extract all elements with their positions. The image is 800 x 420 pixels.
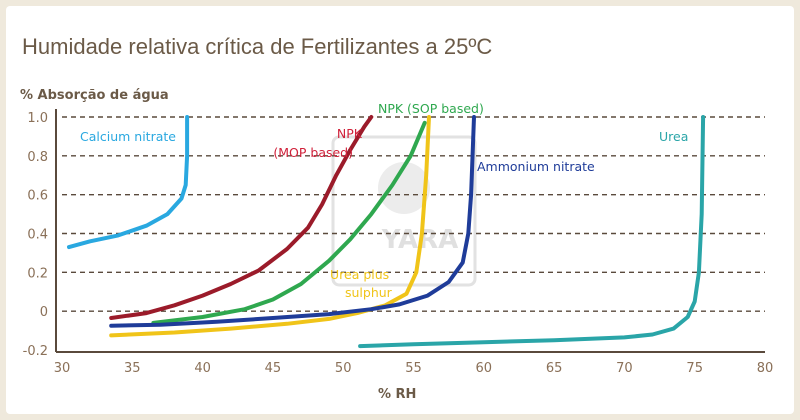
- series-annotation: Urea plus: [330, 267, 389, 282]
- series-line-npk-sop-based-: [151, 120, 427, 325]
- x-tick-label: 40: [194, 361, 211, 376]
- x-tick-label: 45: [265, 361, 282, 376]
- y-tick-label: 0.6: [27, 189, 48, 204]
- y-axis-label: % Absorção de água: [20, 88, 169, 103]
- x-tick-label: 65: [546, 361, 563, 376]
- y-tick-label: 0.8: [27, 150, 48, 165]
- x-tick-label: 60: [476, 361, 493, 376]
- y-tick-label: 1.0: [27, 111, 48, 126]
- x-tick-label: 55: [405, 361, 422, 376]
- y-tick-label: -0.2: [23, 344, 48, 359]
- series-annotation: NPK: [337, 126, 363, 141]
- x-tick-label: 50: [335, 361, 352, 376]
- x-tick-label: 75: [686, 361, 703, 376]
- x-tick-label: 80: [757, 361, 774, 376]
- y-tick-label: 0.4: [27, 228, 48, 243]
- chart-title: Humidade relativa crítica de Fertilizant…: [22, 34, 493, 59]
- series-line-calcium-nitrate: [67, 115, 190, 250]
- x-tick-label: 70: [616, 361, 633, 376]
- series-line-urea: [358, 115, 706, 349]
- series-annotation: Calcium nitrate: [80, 129, 176, 144]
- series-annotation: sulphur: [345, 285, 393, 300]
- x-tick-label: 30: [54, 361, 71, 376]
- watermark-frame: [331, 135, 477, 287]
- series-line-ammonium-nitrate: [109, 115, 476, 328]
- watermark-logo: [378, 162, 430, 214]
- series-annotation: Ammonium nitrate: [477, 159, 595, 174]
- series-line-npk-mop-based-: [109, 115, 374, 320]
- y-tick-label: 0: [40, 305, 48, 320]
- series-annotation: Urea: [659, 129, 688, 144]
- x-axis-label: % RH: [378, 387, 416, 402]
- series-annotation: (MOP based): [273, 145, 353, 160]
- series-annotation: NPK (SOP based): [378, 101, 484, 116]
- x-tick-label: 35: [124, 361, 141, 376]
- y-tick-label: 0.2: [27, 266, 48, 281]
